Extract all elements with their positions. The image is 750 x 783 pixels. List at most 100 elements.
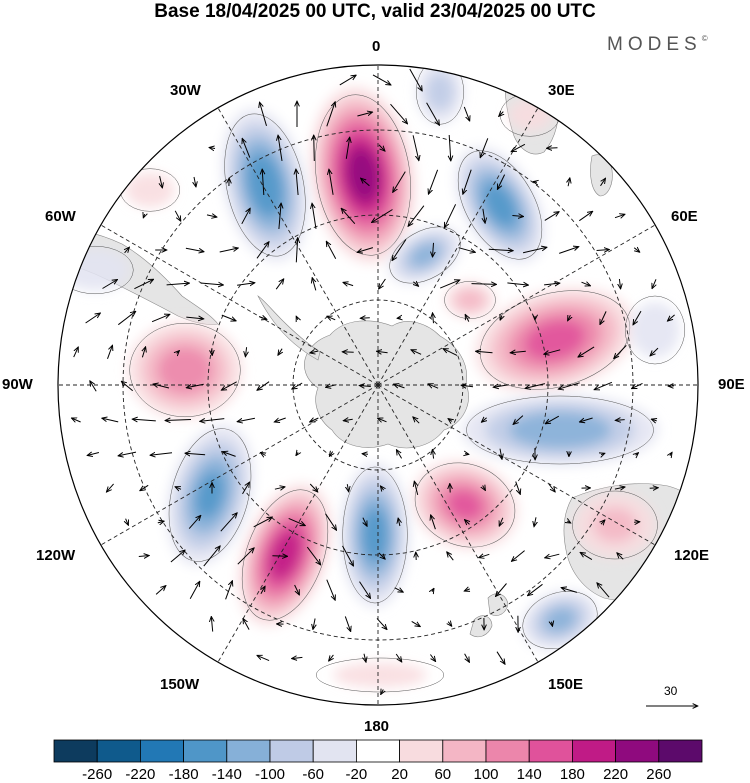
wind-vector bbox=[458, 247, 476, 253]
colorbar-swatch bbox=[572, 739, 617, 763]
wind-vector bbox=[448, 622, 452, 627]
chart-title: Base 18/04/2025 00 UTC, valid 23/04/2025… bbox=[154, 1, 596, 22]
anomaly-contour bbox=[58, 245, 134, 295]
wind-vector bbox=[309, 483, 318, 492]
wind-vector bbox=[500, 316, 502, 320]
wind-vector bbox=[515, 481, 521, 495]
wind-vector bbox=[237, 548, 254, 565]
wind-vector bbox=[522, 247, 547, 254]
wind-vector bbox=[102, 418, 119, 423]
wind-vector bbox=[413, 417, 420, 424]
polar-map bbox=[57, 64, 699, 736]
wind-vector bbox=[185, 453, 206, 455]
wind-vector bbox=[292, 382, 303, 389]
colorbar-swatch bbox=[53, 739, 98, 763]
wind-vector bbox=[274, 417, 286, 422]
colorbar-swatch bbox=[269, 739, 314, 763]
wind-vector bbox=[260, 453, 265, 456]
wind-vector bbox=[345, 137, 349, 159]
wind-vector bbox=[511, 143, 526, 151]
wind-vector bbox=[507, 283, 528, 285]
wind-vector bbox=[185, 247, 204, 251]
wind-vector bbox=[463, 106, 469, 121]
wind-vector bbox=[580, 552, 593, 561]
wind-vector bbox=[121, 381, 134, 392]
wind-vector bbox=[242, 138, 251, 158]
wind-vector bbox=[597, 583, 610, 598]
wind-vector bbox=[433, 242, 434, 257]
wind-vector bbox=[600, 178, 606, 187]
wind-vector bbox=[189, 581, 200, 599]
wind-vector bbox=[392, 239, 407, 260]
wind-vector bbox=[85, 313, 101, 324]
wind-vector bbox=[344, 616, 350, 631]
wind-vector bbox=[341, 208, 356, 225]
wind-vector bbox=[376, 618, 387, 629]
wind-vector bbox=[126, 518, 129, 526]
wind-vector bbox=[166, 283, 190, 285]
anomaly-cell bbox=[521, 590, 599, 650]
anomaly-level bbox=[593, 507, 637, 543]
wind-vector bbox=[186, 317, 203, 319]
wind-vector bbox=[257, 381, 270, 391]
colorbar-swatch bbox=[139, 739, 184, 763]
lon-label-top-right: 30E bbox=[548, 82, 575, 99]
wind-vector bbox=[614, 214, 625, 217]
wind-vector bbox=[548, 483, 555, 492]
wind-vector bbox=[411, 350, 422, 355]
wind-vector bbox=[433, 313, 434, 324]
anomaly-cell bbox=[574, 492, 656, 558]
colorbar-swatch bbox=[528, 739, 573, 763]
wind-vector bbox=[483, 208, 485, 223]
wind-vector bbox=[496, 583, 507, 597]
wind-vector bbox=[262, 169, 264, 196]
wind-vector bbox=[242, 482, 250, 495]
wind-vector bbox=[578, 346, 595, 357]
colorbar-tick-label: -180 bbox=[168, 766, 199, 783]
wind-vector bbox=[102, 280, 118, 289]
colorbar-swatch bbox=[658, 739, 703, 763]
wind-vector bbox=[219, 248, 239, 253]
anomaly-level bbox=[157, 346, 213, 394]
anomaly-level bbox=[246, 153, 284, 217]
wind-vector bbox=[428, 384, 439, 389]
wind-vector bbox=[140, 484, 149, 490]
colorbar-tick-label: 260 bbox=[646, 766, 672, 783]
wind-vector bbox=[220, 513, 237, 532]
wind-vector bbox=[409, 68, 422, 91]
wind-vector bbox=[343, 282, 354, 285]
lon-label-right: 90E bbox=[718, 376, 745, 393]
anomaly-cell bbox=[333, 662, 427, 688]
wind-vector bbox=[633, 248, 640, 253]
anomaly-contour bbox=[129, 322, 241, 418]
wind-vector bbox=[479, 554, 490, 557]
wind-vector bbox=[225, 581, 233, 600]
wind-vector bbox=[511, 550, 525, 562]
colorbar-swatch bbox=[312, 739, 357, 763]
wind-vector bbox=[221, 381, 237, 390]
wind-vector bbox=[278, 135, 283, 161]
wind-vector bbox=[512, 216, 523, 217]
wind-vector bbox=[258, 317, 267, 320]
wind-vector bbox=[463, 169, 472, 195]
lon-label-top: 0 bbox=[372, 38, 381, 55]
anomaly-level bbox=[125, 172, 175, 208]
wind-vector bbox=[312, 278, 316, 291]
anomaly-cell bbox=[630, 302, 680, 358]
wind-vector bbox=[253, 517, 273, 528]
anomaly-level bbox=[447, 490, 483, 520]
wind-vector bbox=[260, 102, 267, 127]
brand-name: MODES bbox=[607, 34, 702, 55]
wind-vector bbox=[188, 515, 201, 529]
colorbar-tick-label: -220 bbox=[125, 766, 156, 783]
anomaly-contour bbox=[315, 657, 445, 693]
wind-vector bbox=[670, 452, 672, 455]
wind-vector bbox=[170, 550, 185, 563]
colorbar-swatch bbox=[355, 739, 400, 763]
wind-vector bbox=[667, 314, 675, 321]
wind-vector bbox=[652, 279, 656, 288]
wind-vector bbox=[558, 382, 580, 389]
wind-vector bbox=[117, 311, 135, 326]
wind-vector bbox=[296, 238, 297, 263]
wind-vector bbox=[306, 546, 320, 565]
